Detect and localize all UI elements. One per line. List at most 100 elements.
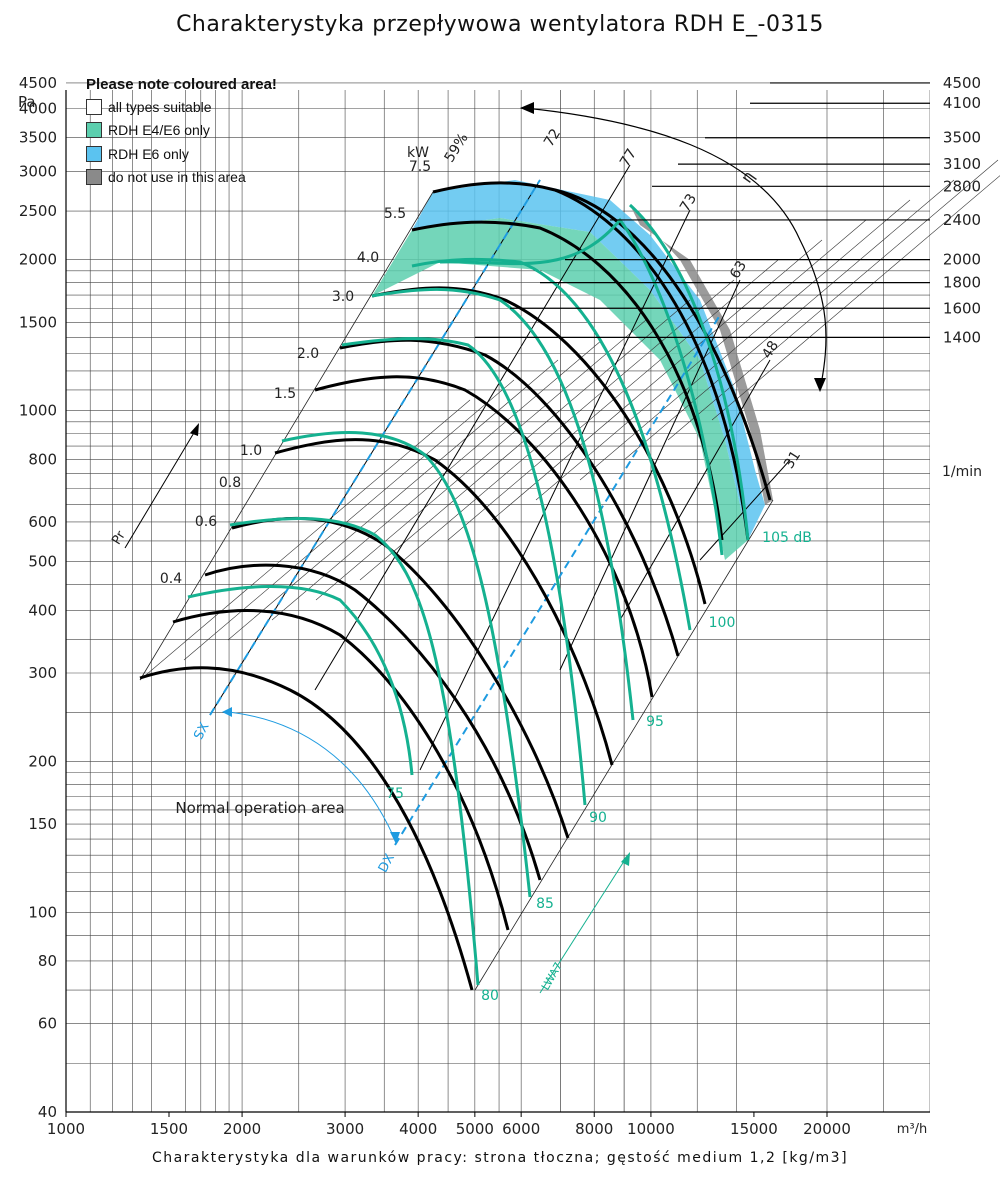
rpm-tick-label: 2800 <box>943 177 981 195</box>
pressure-curve <box>411 220 724 541</box>
x-tick-label: 3000 <box>326 1120 364 1138</box>
legend-label: RDH E6 only <box>108 145 189 162</box>
power-label: 7.5 <box>409 159 431 175</box>
chart-labels: 7.5 5.5 4.0 3.0 2.0 1.5 1.0 0.8 0.6 0.4 kW 59% 72 77 7… <box>109 102 827 1004</box>
noise-label: 100 <box>709 615 736 631</box>
efficiency-ray <box>419 209 691 771</box>
legend-label: do not use in this area <box>108 169 246 186</box>
efficiency-arrow <box>524 107 827 391</box>
shear-line <box>227 359 559 641</box>
legend-item: all types suitable <box>86 95 277 119</box>
normal-area-arc <box>227 711 396 841</box>
rpm-tick-label: 2000 <box>943 251 981 269</box>
legend-swatch <box>86 145 102 162</box>
rpm-tick-label: 3500 <box>943 129 981 147</box>
x-tick-label: 2000 <box>223 1120 261 1138</box>
power-label: 0.8 <box>219 475 241 491</box>
shear-line <box>535 219 867 501</box>
noise-label: 90 <box>589 810 607 826</box>
x-unit-label: m³/h <box>897 1122 928 1137</box>
efficiency-label: 63 <box>727 258 750 282</box>
legend-swatch <box>86 98 102 115</box>
legend-item: RDH E4/E6 only <box>86 119 277 143</box>
noise-curve <box>281 431 532 898</box>
noise-curve <box>229 516 480 986</box>
power-label: 1.5 <box>274 386 296 402</box>
legend-swatch <box>86 122 102 139</box>
y-tick-label: 40 <box>38 1103 57 1121</box>
rpm-tick-label: 4500 <box>943 74 981 92</box>
legend-label: RDH E4/E6 only <box>108 122 210 139</box>
pressure-curve <box>432 181 750 541</box>
power-label: 0.4 <box>160 571 182 587</box>
y-tick-label: 4500 <box>19 74 57 92</box>
efficiency-label: 77 <box>617 146 640 170</box>
efficiency-label: 59% <box>442 130 472 165</box>
normal-operation-label: Normal operation area <box>175 799 344 817</box>
noise-curve <box>439 217 724 556</box>
y-tick-label: 400 <box>28 601 57 619</box>
legend: Please note coloured area! all types sui… <box>86 76 277 189</box>
y-tick-label: 500 <box>28 553 57 571</box>
x-tick-label: 6000 <box>502 1120 540 1138</box>
x-tick-label: 8000 <box>575 1120 613 1138</box>
y-tick-label: 1500 <box>19 313 57 331</box>
y-unit-label: Pa <box>18 93 36 111</box>
y-tick-label: 80 <box>38 952 57 970</box>
noise-axis-label: LWA7 <box>539 960 565 992</box>
x-tick-label: 1000 <box>47 1120 85 1138</box>
power-label: 5.5 <box>384 206 406 222</box>
y-tick-label: 100 <box>28 903 57 921</box>
efficiency-label: 31 <box>781 448 804 472</box>
zone-area <box>372 218 748 560</box>
y-tick-label: 4000 <box>19 100 57 118</box>
y-tick-label: 3500 <box>19 129 57 147</box>
x-tick-label: 5000 <box>456 1120 494 1138</box>
power-label: 1.0 <box>240 443 262 459</box>
x-tick-label: 4000 <box>399 1120 437 1138</box>
x-tick-label: 1500 <box>150 1120 188 1138</box>
rpm-tick-label: 2400 <box>943 211 981 229</box>
arrow-head <box>621 852 630 866</box>
pressure-curve <box>172 609 510 931</box>
legend-item: RDH E6 only <box>86 142 277 166</box>
pressure-curve <box>554 188 772 501</box>
arrow-head <box>390 832 400 844</box>
legend-swatch <box>86 169 102 186</box>
frame-line <box>139 191 434 681</box>
axes: 1000 1500 2000 3000 4000 5000 6000 8000 10000 150… <box>18 74 982 1138</box>
shear-line <box>139 399 471 681</box>
frame-line <box>474 499 774 991</box>
y-tick-label: 2000 <box>19 251 57 269</box>
pressure-curve <box>204 563 542 881</box>
power-label: 2.0 <box>297 346 319 362</box>
shear-line <box>183 379 515 661</box>
shear-line <box>447 259 779 541</box>
pressure-axis-arrow <box>124 425 199 549</box>
arrow-head <box>222 707 232 717</box>
pressure-curve <box>314 375 654 698</box>
power-label: 4.0 <box>357 250 379 266</box>
y-tick-label: 600 <box>28 513 57 531</box>
shear-line <box>711 175 1000 421</box>
legend-label: all types suitable <box>108 98 212 115</box>
noise-label: 95 <box>646 714 664 730</box>
noise-label: 105 dB <box>762 530 812 546</box>
y-tick-label: 3000 <box>19 162 57 180</box>
power-label: 3.0 <box>332 289 354 305</box>
rpm-tick-label: 1600 <box>943 299 981 317</box>
noise-curve <box>341 337 587 806</box>
page-title: Charakterystyka przepływowa wentylatora … <box>176 12 824 37</box>
fan-curves <box>139 164 791 991</box>
arrow-head <box>190 423 199 436</box>
rpm-unit-label: 1/min <box>942 464 982 480</box>
rpm-tick-label: 1400 <box>943 328 981 346</box>
legend-item: do not use in this area <box>86 166 277 190</box>
efficiency-ray <box>619 359 771 621</box>
noise-curve <box>187 585 414 776</box>
efficiency-label: 72 <box>541 126 564 150</box>
noise-label: 85 <box>536 896 554 912</box>
x-tick-label: 15000 <box>730 1120 778 1138</box>
y-tick-label: 200 <box>28 752 57 770</box>
